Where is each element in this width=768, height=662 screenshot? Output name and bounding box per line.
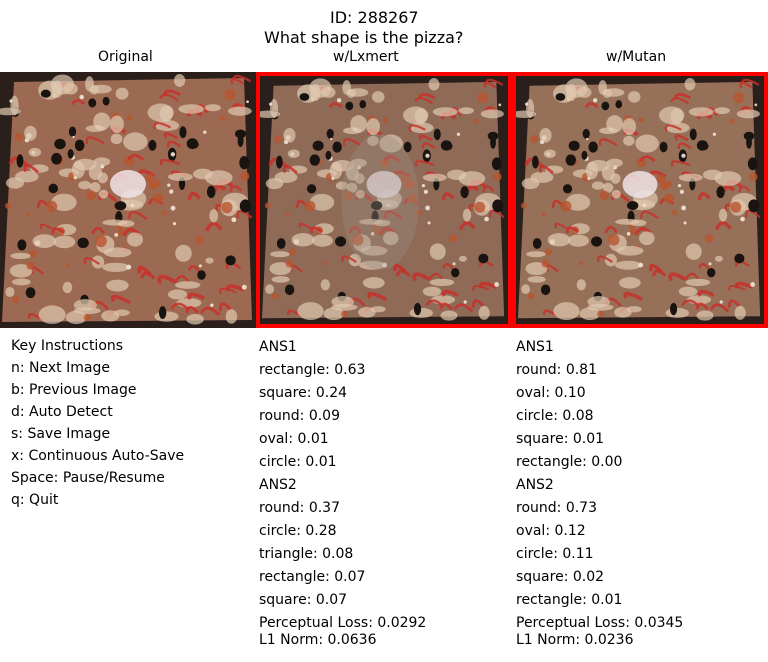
lxmert-ans2-item: round: 0.37 bbox=[259, 500, 340, 516]
lxmert-ans2-title: ANS2 bbox=[259, 477, 297, 493]
mutan-ans2-title: ANS2 bbox=[516, 477, 554, 493]
lxmert-ans1-item: square: 0.24 bbox=[259, 385, 348, 401]
lxmert-ans1-title: ANS1 bbox=[259, 339, 297, 355]
lxmert-ans1-item: rectangle: 0.63 bbox=[259, 362, 366, 378]
mutan-ans1-title: ANS1 bbox=[516, 339, 554, 355]
image-id: ID: 288267 bbox=[330, 8, 419, 27]
lxmert-ans2-item: rectangle: 0.07 bbox=[259, 569, 366, 585]
mutan-ans2-item: circle: 0.11 bbox=[516, 546, 594, 562]
mutan-image bbox=[512, 72, 768, 328]
lxmert-ans1-item: round: 0.09 bbox=[259, 408, 340, 424]
mutan-ans2-item: rectangle: 0.01 bbox=[516, 592, 623, 608]
question-text: What shape is the pizza? bbox=[264, 28, 464, 47]
instruction-quit: q: Quit bbox=[11, 492, 59, 508]
mutan-ans1-item: round: 0.81 bbox=[516, 362, 597, 378]
mutan-ans2-item: oval: 0.12 bbox=[516, 523, 586, 539]
instruction-auto-detect: d: Auto Detect bbox=[11, 404, 113, 420]
lxmert-ans2-item: square: 0.07 bbox=[259, 592, 348, 608]
mutan-l1-norm: L1 Norm: 0.0236 bbox=[516, 632, 634, 648]
lxmert-ans1-item: circle: 0.01 bbox=[259, 454, 337, 470]
instructions-title: Key Instructions bbox=[11, 338, 124, 354]
lxmert-l1-norm: L1 Norm: 0.0636 bbox=[259, 632, 377, 648]
mutan-ans1-item: circle: 0.08 bbox=[516, 408, 594, 424]
instruction-save: s: Save Image bbox=[11, 426, 111, 442]
instruction-pause: Space: Pause/Resume bbox=[11, 470, 165, 486]
lxmert-ans2-item: triangle: 0.08 bbox=[259, 546, 354, 562]
mutan-perceptual-loss: Perceptual Loss: 0.0345 bbox=[516, 615, 684, 631]
mutan-ans1-item: square: 0.01 bbox=[516, 431, 605, 447]
mutan-ans1-item: oval: 0.10 bbox=[516, 385, 586, 401]
instruction-previous: b: Previous Image bbox=[11, 382, 137, 398]
original-image bbox=[0, 72, 256, 328]
mutan-ans2-item: square: 0.02 bbox=[516, 569, 605, 585]
pizza-photo-lxmert bbox=[260, 76, 508, 324]
instruction-next: n: Next Image bbox=[11, 360, 110, 376]
pizza-photo-mutan bbox=[516, 76, 764, 324]
mutan-ans2-item: round: 0.73 bbox=[516, 500, 597, 516]
original-label: Original bbox=[98, 49, 153, 65]
lxmert-image bbox=[256, 72, 512, 328]
mutan-label: w/Mutan bbox=[606, 49, 667, 65]
lxmert-perceptual-loss: Perceptual Loss: 0.0292 bbox=[259, 615, 427, 631]
mutan-ans1-item: rectangle: 0.00 bbox=[516, 454, 623, 470]
lxmert-ans2-item: circle: 0.28 bbox=[259, 523, 337, 539]
instruction-auto-save: x: Continuous Auto-Save bbox=[11, 448, 185, 464]
lxmert-ans1-item: oval: 0.01 bbox=[259, 431, 329, 447]
pizza-photo bbox=[0, 72, 256, 328]
lxmert-label: w/Lxmert bbox=[333, 49, 399, 65]
